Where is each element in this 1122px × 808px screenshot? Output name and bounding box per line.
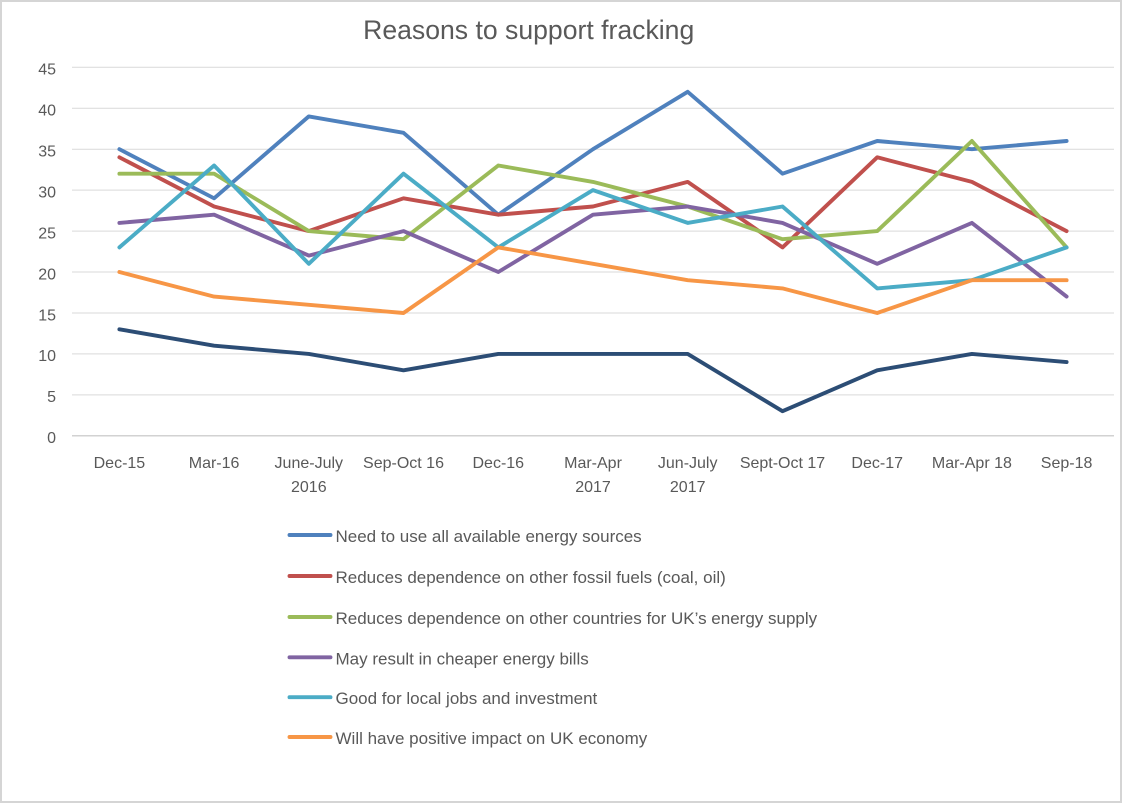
svg-text:Dec-16: Dec-16 (473, 455, 525, 472)
svg-text:40: 40 (38, 103, 56, 120)
svg-text:Reasons to support fracking: Reasons to support fracking (363, 15, 694, 45)
svg-text:35: 35 (38, 144, 56, 161)
svg-text:Mar-Apr 18: Mar-Apr 18 (932, 455, 1012, 472)
svg-text:2017: 2017 (575, 479, 611, 496)
svg-text:Sep-Oct 16: Sep-Oct 16 (363, 455, 444, 472)
svg-text:Sep-18: Sep-18 (1041, 455, 1093, 472)
svg-text:Need to use all available ener: Need to use all available energy sources (336, 527, 642, 546)
svg-text:Mar-Apr: Mar-Apr (564, 455, 622, 472)
svg-text:2016: 2016 (291, 479, 327, 496)
svg-text:May result in cheaper energy b: May result in cheaper energy bills (336, 649, 589, 668)
svg-text:5: 5 (47, 389, 56, 406)
svg-text:Reduces dependence on other co: Reduces dependence on other countries fo… (336, 609, 818, 628)
svg-text:Jun-July: Jun-July (658, 455, 718, 472)
svg-text:Sept-Oct 17: Sept-Oct 17 (740, 455, 825, 472)
svg-text:0: 0 (47, 430, 56, 447)
svg-text:10: 10 (38, 348, 56, 365)
svg-text:Dec-17: Dec-17 (851, 455, 903, 472)
svg-text:Reduces dependence on other fo: Reduces dependence on other fossil fuels… (336, 568, 726, 587)
svg-text:June-July: June-July (275, 455, 343, 472)
svg-text:20: 20 (38, 266, 56, 283)
svg-text:Mar-16: Mar-16 (189, 455, 240, 472)
svg-text:Will have positive impact on U: Will have positive impact on UK economy (336, 729, 648, 748)
svg-text:15: 15 (38, 307, 56, 324)
svg-text:45: 45 (38, 62, 56, 79)
svg-text:25: 25 (38, 225, 56, 242)
svg-text:Good for local jobs and invest: Good for local jobs and investment (336, 689, 598, 708)
svg-text:Dec-15: Dec-15 (94, 455, 146, 472)
svg-text:30: 30 (38, 184, 56, 201)
svg-text:2017: 2017 (670, 479, 706, 496)
